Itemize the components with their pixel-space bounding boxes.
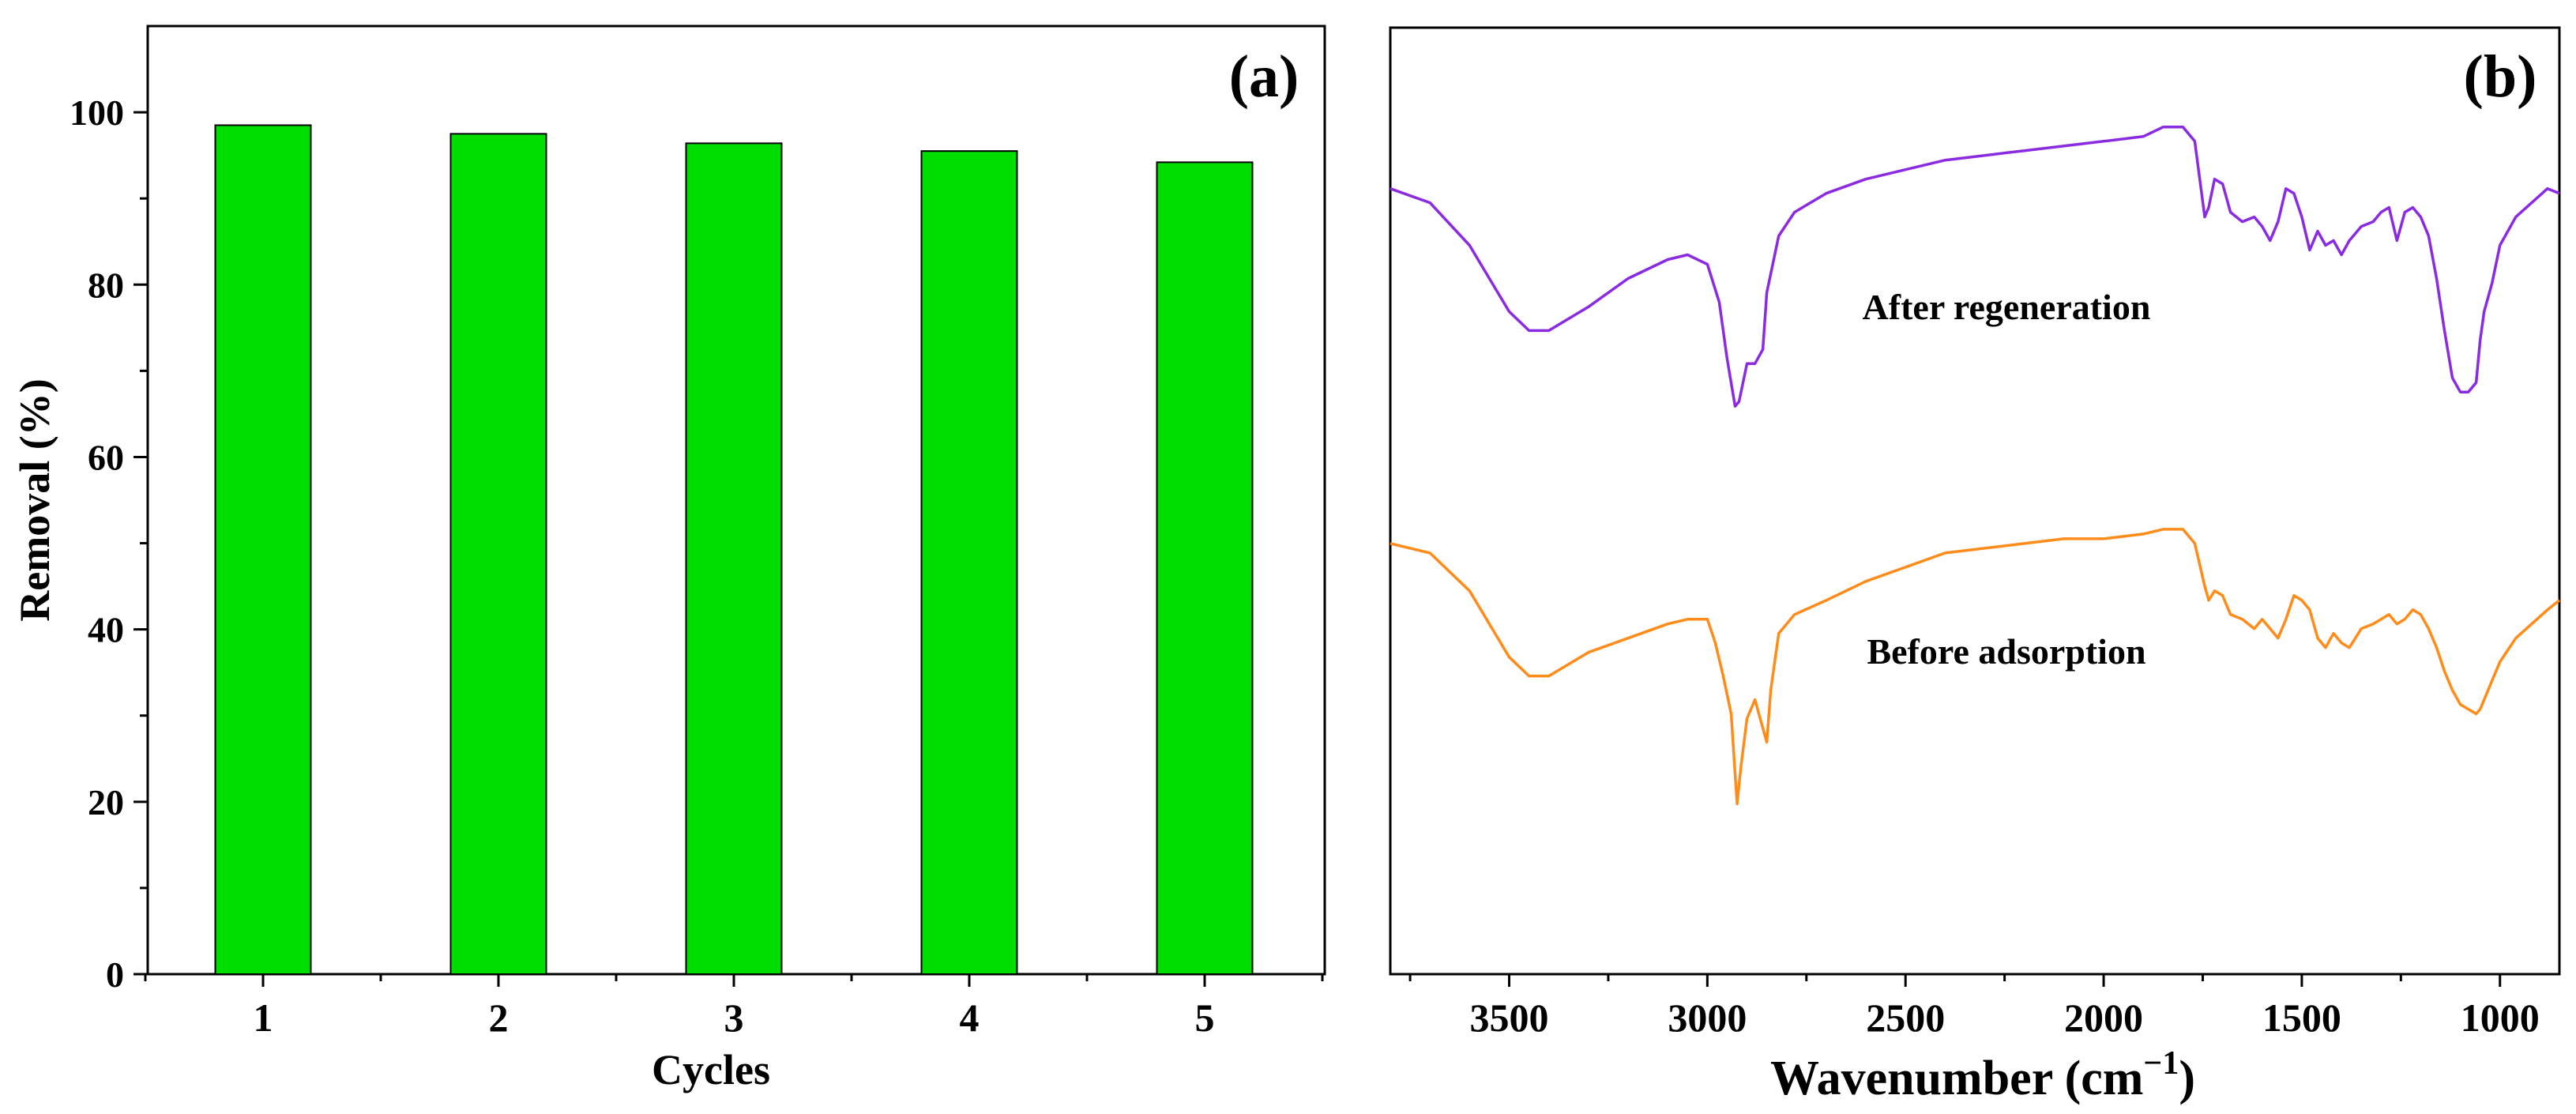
x-tick-label: 2500: [1866, 995, 1945, 1040]
x-tick-label: 2: [489, 995, 509, 1040]
y-tick-label: 80: [88, 265, 124, 305]
y-tick-label: 20: [88, 782, 124, 822]
x-axis-label-close: ): [2179, 1052, 2195, 1105]
x-tick-label: 1: [254, 995, 273, 1040]
x-tick-label: 4: [960, 995, 980, 1040]
x-tick-label: 5: [1195, 995, 1215, 1040]
x-tick-label: 2000: [2064, 995, 2143, 1040]
y-tick-label: 100: [70, 92, 124, 133]
y-tick-label: 0: [106, 954, 124, 995]
y-tick-label: 40: [88, 610, 124, 650]
bar-cycle-5: [1156, 161, 1254, 975]
x-tick-label: 1000: [2461, 995, 2540, 1040]
bar-cycle-4: [920, 150, 1018, 976]
panel-b-plot-frame: [1389, 26, 2561, 976]
x-tick-label: 1500: [2262, 995, 2341, 1040]
panel-b-x-axis-label: Wavenumber (cm−1): [1770, 1045, 2195, 1105]
x-axis-label-text: Wavenumber (cm: [1770, 1052, 2143, 1105]
x-tick-label: 3500: [1470, 995, 1549, 1040]
panel-a-x-axis-label: Cycles: [652, 1046, 770, 1093]
y-tick-label: 60: [88, 437, 124, 477]
x-tick-label: 3000: [1668, 995, 1747, 1040]
panel-a-label: (a): [1229, 43, 1299, 110]
series-line-before-adsorption: [1390, 528, 2561, 806]
legend-label-after-regeneration: After regeneration: [1863, 287, 2151, 327]
series-line-after-regeneration: [1390, 126, 2560, 408]
panel-a-bar-chart: 0 20 40 60 80 100 1 2 3 4 5 (a) Removal (%) Cycle…: [11, 24, 1326, 1093]
x-axis-label-superscript: −1: [2143, 1045, 2179, 1082]
bar-cycle-1: [214, 124, 312, 975]
panel-b-label: (b): [2464, 43, 2537, 110]
x-tick-label: 3: [724, 995, 744, 1040]
bar-cycle-2: [449, 133, 547, 975]
bar-cycle-3: [685, 142, 783, 975]
panel-b-line-chart: 3500 3000 2500 2000 1500 1000 (b) After regen…: [1389, 26, 2561, 1105]
panel-a-y-axis-label: Removal (%): [11, 378, 58, 621]
legend-label-before-adsorption: Before adsorption: [1867, 631, 2145, 672]
